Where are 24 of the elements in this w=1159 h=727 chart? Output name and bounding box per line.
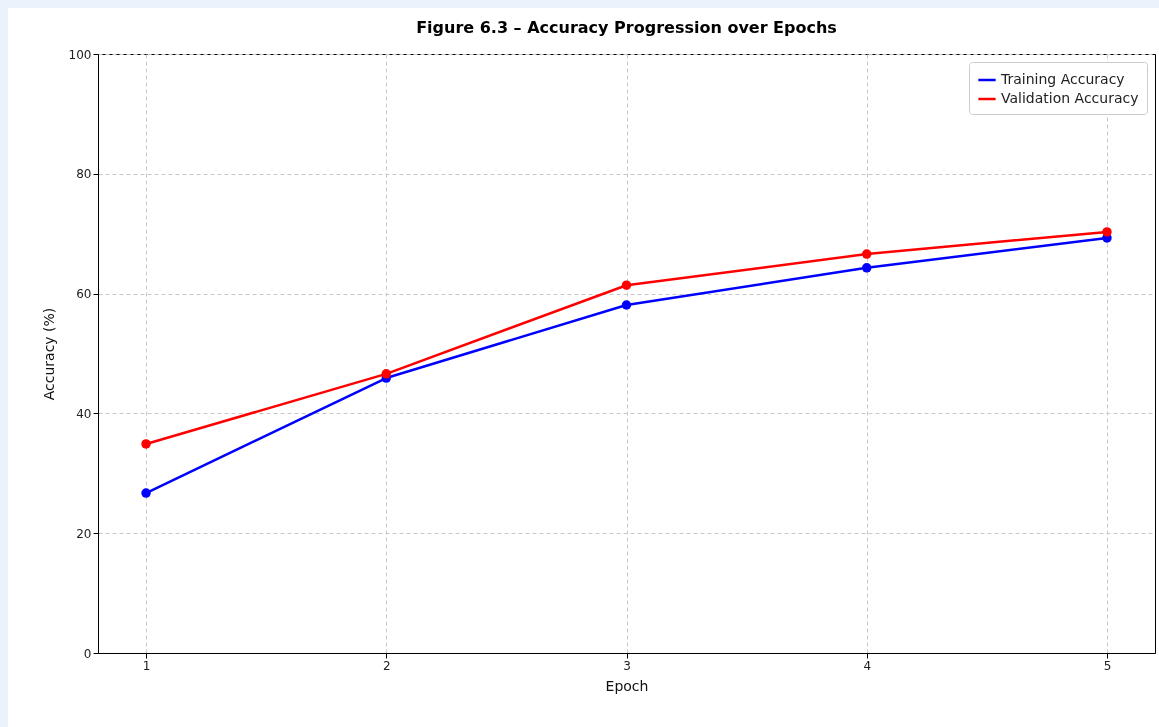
- y-tick-label: 20: [76, 526, 92, 541]
- y-tick-label: 100: [68, 47, 92, 62]
- point: [381, 369, 392, 379]
- point: [861, 249, 872, 259]
- y-tick-label: 80: [76, 167, 92, 182]
- legend-label: Validation Accuracy: [1001, 90, 1139, 106]
- x-tick-label: 2: [382, 658, 391, 673]
- x-axis-title: Epoch: [605, 677, 649, 694]
- point: [141, 488, 151, 498]
- x-tick-label: 4: [863, 658, 872, 673]
- legend-label: Training Accuracy: [1000, 71, 1125, 87]
- y-tick-label: 0: [83, 646, 92, 661]
- point: [621, 300, 632, 310]
- y-axis-title: Accuracy (%): [40, 307, 57, 401]
- x-tick-label: 1: [142, 658, 151, 673]
- point: [1102, 227, 1112, 237]
- y-tick-label: 60: [76, 287, 92, 302]
- y-tick-label: 40: [76, 406, 92, 421]
- point: [141, 439, 151, 449]
- point: [861, 263, 872, 273]
- point: [621, 280, 632, 290]
- x-tick-label: 5: [1103, 658, 1112, 673]
- x-tick-label: 3: [623, 658, 631, 673]
- chart-title: Figure 6.3 – Accuracy Progression over Epochs: [416, 18, 837, 37]
